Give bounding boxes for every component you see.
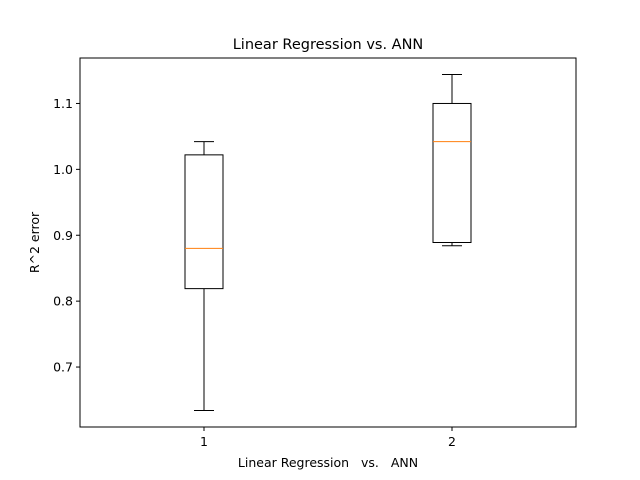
x-tick-label: 1 (200, 434, 208, 449)
axes-frame (79, 57, 577, 428)
box-group-2 (432, 73, 472, 247)
box-group-1 (184, 141, 224, 412)
y-tick-label: 0.7 (53, 360, 73, 375)
y-tick-label: 1.1 (53, 96, 73, 111)
plot-layer (184, 73, 472, 412)
y-axis-ticks: 0.7 0.8 0.9 1.0 1.1 (53, 96, 80, 375)
chart-title: Linear Regression vs. ANN (233, 37, 424, 53)
y-tick-label: 0.8 (53, 294, 73, 309)
x-tick-label: 2 (448, 434, 456, 449)
y-axis-label: R^2 error (27, 211, 42, 273)
box (184, 154, 224, 290)
box (432, 102, 472, 244)
x-axis-label: Linear Regression vs. ANN (238, 455, 418, 470)
y-tick-label: 0.9 (53, 228, 73, 243)
y-tick-label: 1.0 (53, 162, 73, 177)
